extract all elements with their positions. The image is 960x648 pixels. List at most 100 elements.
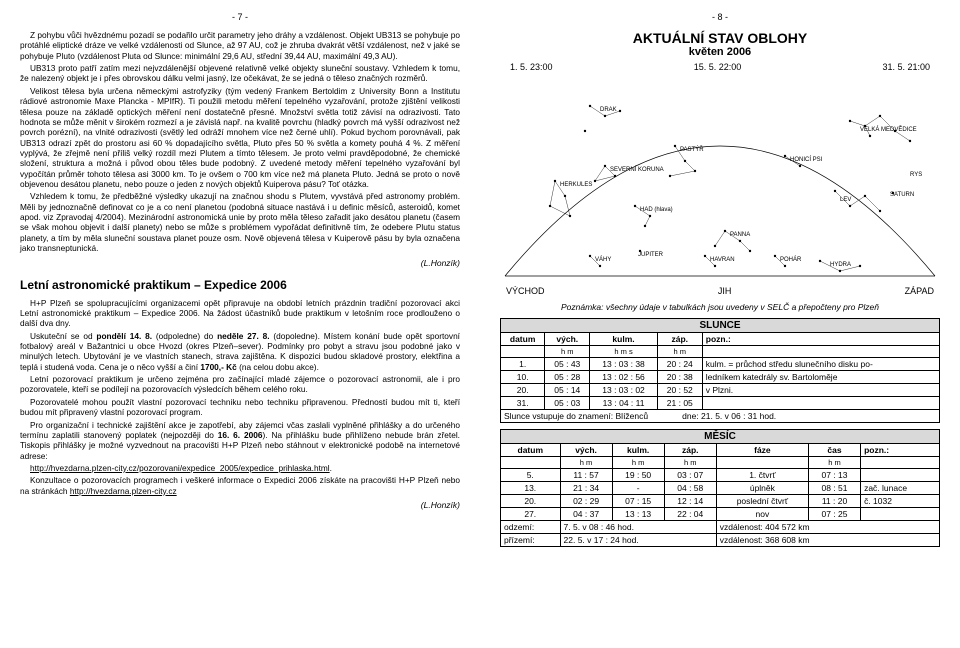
moon-perigee-time: 22. 5. v 17 : 24 hod.: [560, 534, 716, 547]
page-left: - 7 - Z pohybu vůči hvězdnému pozadí se …: [0, 0, 480, 648]
sun-table-title: SLUNCE: [501, 319, 940, 333]
table-header: datum: [501, 333, 545, 346]
table-cell: 04 : 37: [560, 508, 612, 521]
table-cell: v Plzni.: [702, 384, 939, 397]
table-cell: 20 : 52: [657, 384, 702, 397]
sun-footer: Slunce vstupuje do znamení: Blíženců dne…: [501, 410, 940, 423]
table-header: čas: [808, 444, 860, 457]
table-cell: 31.: [501, 397, 545, 410]
moon-perigee-dist: vzdálenost: 368 608 km: [716, 534, 939, 547]
page-number-left: - 7 -: [20, 12, 460, 22]
table-cell: 5.: [501, 469, 561, 482]
svg-text:POHÁR: POHÁR: [780, 256, 802, 263]
svg-text:HAD (hlava): HAD (hlava): [640, 207, 673, 213]
directions-row: VÝCHOD JIH ZÁPAD: [500, 286, 940, 296]
table-cell: 11 : 20: [808, 495, 860, 508]
svg-text:SEVERNÍ KORUNA: SEVERNÍ KORUNA: [610, 166, 664, 173]
table-cell: 07 : 25: [808, 508, 860, 521]
dir-east: VÝCHOD: [506, 286, 545, 296]
practicum-body: H+P Plzeň se spolupracujícími organizace…: [20, 298, 460, 496]
table-cell: 13.: [501, 482, 561, 495]
table-cell: 10.: [501, 371, 545, 384]
table-cell: 04 : 58: [664, 482, 716, 495]
table-cell: 20.: [501, 495, 561, 508]
sky-map: DRAKVELKÁ MEDVĚDICEPASTÝŘHONICÍ PSILEVSA…: [500, 76, 940, 286]
table-cell: [702, 397, 939, 410]
table-row: 10.05 : 2813 : 02 : 5620 : 38ledníkem ka…: [501, 371, 940, 384]
table-header: záp.: [657, 333, 702, 346]
table-cell: 12 : 14: [664, 495, 716, 508]
table-cell: 1. čtvrť: [716, 469, 808, 482]
table-row: 20.02 : 2907 : 1512 : 14poslední čtvrť11…: [501, 495, 940, 508]
svg-text:PANNA: PANNA: [730, 232, 750, 238]
table-cell: č. 1032: [861, 495, 940, 508]
table-cell: 13 : 02 : 56: [590, 371, 658, 384]
table-cell: 21 : 05: [657, 397, 702, 410]
table-cell: 20 : 24: [657, 358, 702, 371]
table-row: 20.05 : 1413 : 03 : 0220 : 52v Plzni.: [501, 384, 940, 397]
table-header: kulm.: [612, 444, 664, 457]
article-body: Z pohybu vůči hvězdnému pozadí se podaři…: [20, 30, 460, 254]
table-cell: ledníkem katedrály sv. Bartoloměje: [702, 371, 939, 384]
practicum-paragraph: Konzultace o pozorovacích programech i v…: [20, 475, 460, 496]
article-paragraph: Vzhledem k tomu, že předběžné výsledky u…: [20, 191, 460, 253]
table-cell: 13 : 04 : 11: [590, 397, 658, 410]
table-header: datum: [501, 444, 561, 457]
table-cell: 13 : 13: [612, 508, 664, 521]
table-header: fáze: [716, 444, 808, 457]
svg-text:HONICÍ PSI: HONICÍ PSI: [790, 156, 823, 163]
svg-text:HERKULES: HERKULES: [560, 182, 592, 188]
table-subheader: h m: [808, 457, 860, 469]
table-header: záp.: [664, 444, 716, 457]
moon-apogee-label: odzemí:: [501, 521, 561, 534]
svg-text:VELKÁ MEDVĚDICE: VELKÁ MEDVĚDICE: [860, 125, 917, 133]
table-cell: 05 : 43: [545, 358, 590, 371]
table-subheader: [702, 346, 939, 358]
table-subheader: h m: [612, 457, 664, 469]
table-header: kulm.: [590, 333, 658, 346]
practicum-title: Letní astronomické praktikum – Expedice …: [20, 278, 460, 292]
table-cell: 07 : 13: [808, 469, 860, 482]
practicum-paragraph: http://hvezdarna.plzen-city.cz/pozorovan…: [20, 463, 460, 473]
article-paragraph: Velikost tělesa byla určena německými as…: [20, 86, 460, 190]
table-subheader: h m s: [590, 346, 658, 358]
table-cell: 20.: [501, 384, 545, 397]
table-subheader: [501, 346, 545, 358]
table-cell: 05 : 28: [545, 371, 590, 384]
moon-perigee-label: přízemí:: [501, 534, 561, 547]
svg-text:JUPITER: JUPITER: [638, 252, 664, 258]
table-cell: [861, 469, 940, 482]
time-2: 15. 5. 22:00: [694, 62, 742, 72]
table-cell: 20 : 38: [657, 371, 702, 384]
author-signature-1: (L.Honzík): [20, 258, 460, 268]
dir-west: ZÁPAD: [905, 286, 934, 296]
svg-text:VÁHY: VÁHY: [595, 256, 611, 263]
table-row: 31.05 : 0313 : 04 : 1121 : 05: [501, 397, 940, 410]
table-cell: 19 : 50: [612, 469, 664, 482]
moon-table-title: MĚSÍC: [501, 430, 940, 444]
svg-text:RYS: RYS: [910, 172, 922, 178]
table-cell: 08 : 51: [808, 482, 860, 495]
table-subheader: h m: [664, 457, 716, 469]
practicum-paragraph: Uskuteční se od pondělí 14. 8. (odpoledn…: [20, 331, 460, 372]
table-row: 1.05 : 4313 : 03 : 3820 : 24kulm. = průc…: [501, 358, 940, 371]
article-paragraph: UB313 proto patří zatím mezi nejvzdáleně…: [20, 63, 460, 84]
moon-apogee-dist: vzdálenost: 404 572 km: [716, 521, 939, 534]
practicum-paragraph: Pro organizační i technické zajištění ak…: [20, 420, 460, 461]
practicum-paragraph: Letní pozorovací praktikum je určeno zej…: [20, 374, 460, 395]
table-row: 13.21 : 34-04 : 58úplněk08 : 51zač. luna…: [501, 482, 940, 495]
table-subheader: h m: [545, 346, 590, 358]
table-row: 27.04 : 3713 : 1322 : 04nov07 : 25: [501, 508, 940, 521]
svg-text:PASTÝŘ: PASTÝŘ: [680, 145, 704, 153]
table-header: pozn.:: [702, 333, 939, 346]
table-cell: 1.: [501, 358, 545, 371]
table-cell: [861, 508, 940, 521]
svg-text:HAVRAN: HAVRAN: [710, 257, 735, 263]
table-cell: 03 : 07: [664, 469, 716, 482]
table-cell: zač. lunace: [861, 482, 940, 495]
table-cell: úplněk: [716, 482, 808, 495]
sun-table: SLUNCE datumvých.kulm.záp.pozn.: h mh m …: [500, 318, 940, 423]
sky-subtitle: květen 2006: [500, 46, 940, 58]
practicum-paragraph: Pozorovatelé mohou použít vlastní pozoro…: [20, 397, 460, 418]
table-cell: kulm. = průchod středu slunečního disku …: [702, 358, 939, 371]
